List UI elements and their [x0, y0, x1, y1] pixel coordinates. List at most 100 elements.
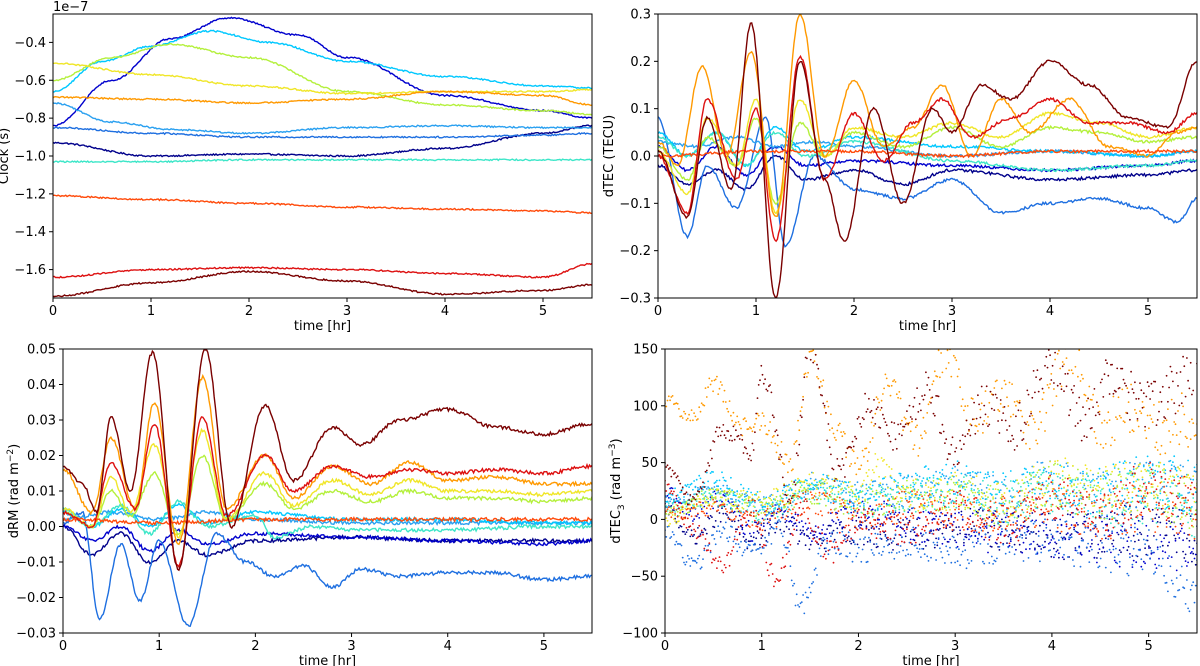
data-point — [865, 447, 868, 450]
data-point — [832, 520, 835, 523]
data-point — [812, 537, 815, 540]
data-point — [675, 494, 678, 497]
data-point — [855, 498, 858, 501]
data-point — [1074, 513, 1077, 515]
data-point — [822, 524, 825, 526]
data-point — [681, 417, 684, 419]
plot-area — [53, 16, 592, 298]
data-point — [1028, 472, 1031, 474]
data-point — [958, 526, 960, 528]
data-point — [1168, 555, 1170, 557]
data-point — [1164, 503, 1167, 505]
data-point — [1183, 510, 1186, 512]
data-point — [711, 505, 713, 508]
data-point — [868, 469, 870, 471]
data-point — [813, 530, 816, 533]
data-point — [888, 466, 891, 468]
data-point — [726, 554, 728, 557]
data-point — [702, 531, 704, 534]
data-point — [785, 494, 788, 497]
data-point — [1108, 497, 1111, 500]
data-point — [1004, 383, 1007, 386]
data-point — [1139, 484, 1141, 487]
data-point — [1113, 500, 1116, 502]
data-point — [816, 488, 818, 490]
data-point — [823, 553, 826, 556]
data-point — [674, 511, 676, 513]
data-point — [1087, 513, 1089, 515]
data-point — [931, 492, 934, 495]
data-point — [951, 467, 954, 470]
data-point — [1120, 475, 1122, 478]
data-point — [937, 349, 940, 352]
data-point — [699, 506, 702, 508]
data-point — [825, 495, 827, 497]
data-point — [817, 502, 820, 505]
data-point — [759, 490, 761, 493]
data-point — [752, 511, 755, 514]
data-point — [920, 491, 922, 494]
data-point — [723, 389, 726, 392]
data-point — [722, 571, 725, 574]
data-point — [898, 503, 901, 506]
data-point — [667, 502, 670, 505]
data-point — [1115, 416, 1117, 418]
data-point — [1126, 488, 1129, 491]
data-point — [774, 430, 777, 433]
data-point — [666, 399, 669, 402]
data-point — [1044, 513, 1046, 516]
data-point — [1130, 517, 1132, 520]
data-point — [1020, 409, 1022, 412]
data-point — [670, 396, 673, 398]
data-point — [869, 441, 872, 443]
data-point — [1077, 483, 1079, 485]
data-point — [775, 487, 778, 490]
data-point — [802, 489, 804, 492]
data-point — [1125, 484, 1127, 487]
data-point — [827, 524, 830, 527]
data-point — [1104, 443, 1107, 445]
data-point — [826, 476, 828, 479]
data-point — [708, 492, 711, 495]
data-point — [893, 422, 896, 424]
data-point — [1110, 494, 1112, 496]
data-point — [959, 486, 961, 488]
data-point — [936, 521, 939, 524]
data-point — [1148, 482, 1150, 484]
data-point — [1036, 471, 1039, 474]
data-point — [893, 557, 896, 560]
data-point — [1161, 421, 1164, 424]
data-point — [1001, 528, 1003, 530]
data-point — [1039, 513, 1041, 516]
y-axis-label-part: dRM (rad m — [7, 462, 22, 538]
data-point — [831, 492, 834, 495]
data-point — [826, 542, 828, 545]
y-axis-label-part: −2 — [6, 449, 16, 462]
data-point — [939, 498, 941, 501]
data-point — [1051, 404, 1054, 407]
data-point — [1059, 532, 1062, 535]
data-point — [863, 513, 865, 516]
data-point — [671, 509, 674, 511]
data-point — [1149, 510, 1151, 513]
data-point — [1028, 548, 1031, 550]
data-point — [945, 514, 948, 517]
data-point — [956, 491, 959, 494]
data-point — [1106, 514, 1108, 517]
data-point — [1007, 546, 1010, 549]
data-point — [736, 538, 739, 541]
data-point — [882, 524, 884, 527]
data-point — [1134, 526, 1136, 529]
data-point — [1069, 534, 1072, 537]
data-point — [916, 387, 918, 389]
data-point — [1060, 487, 1063, 490]
data-point — [1156, 548, 1159, 551]
data-point — [1161, 550, 1164, 553]
data-point — [1072, 490, 1074, 493]
data-point — [963, 541, 965, 544]
data-point — [890, 384, 893, 387]
data-point — [688, 503, 690, 506]
data-point — [1093, 430, 1096, 433]
data-point — [847, 524, 850, 527]
data-point — [756, 397, 759, 399]
